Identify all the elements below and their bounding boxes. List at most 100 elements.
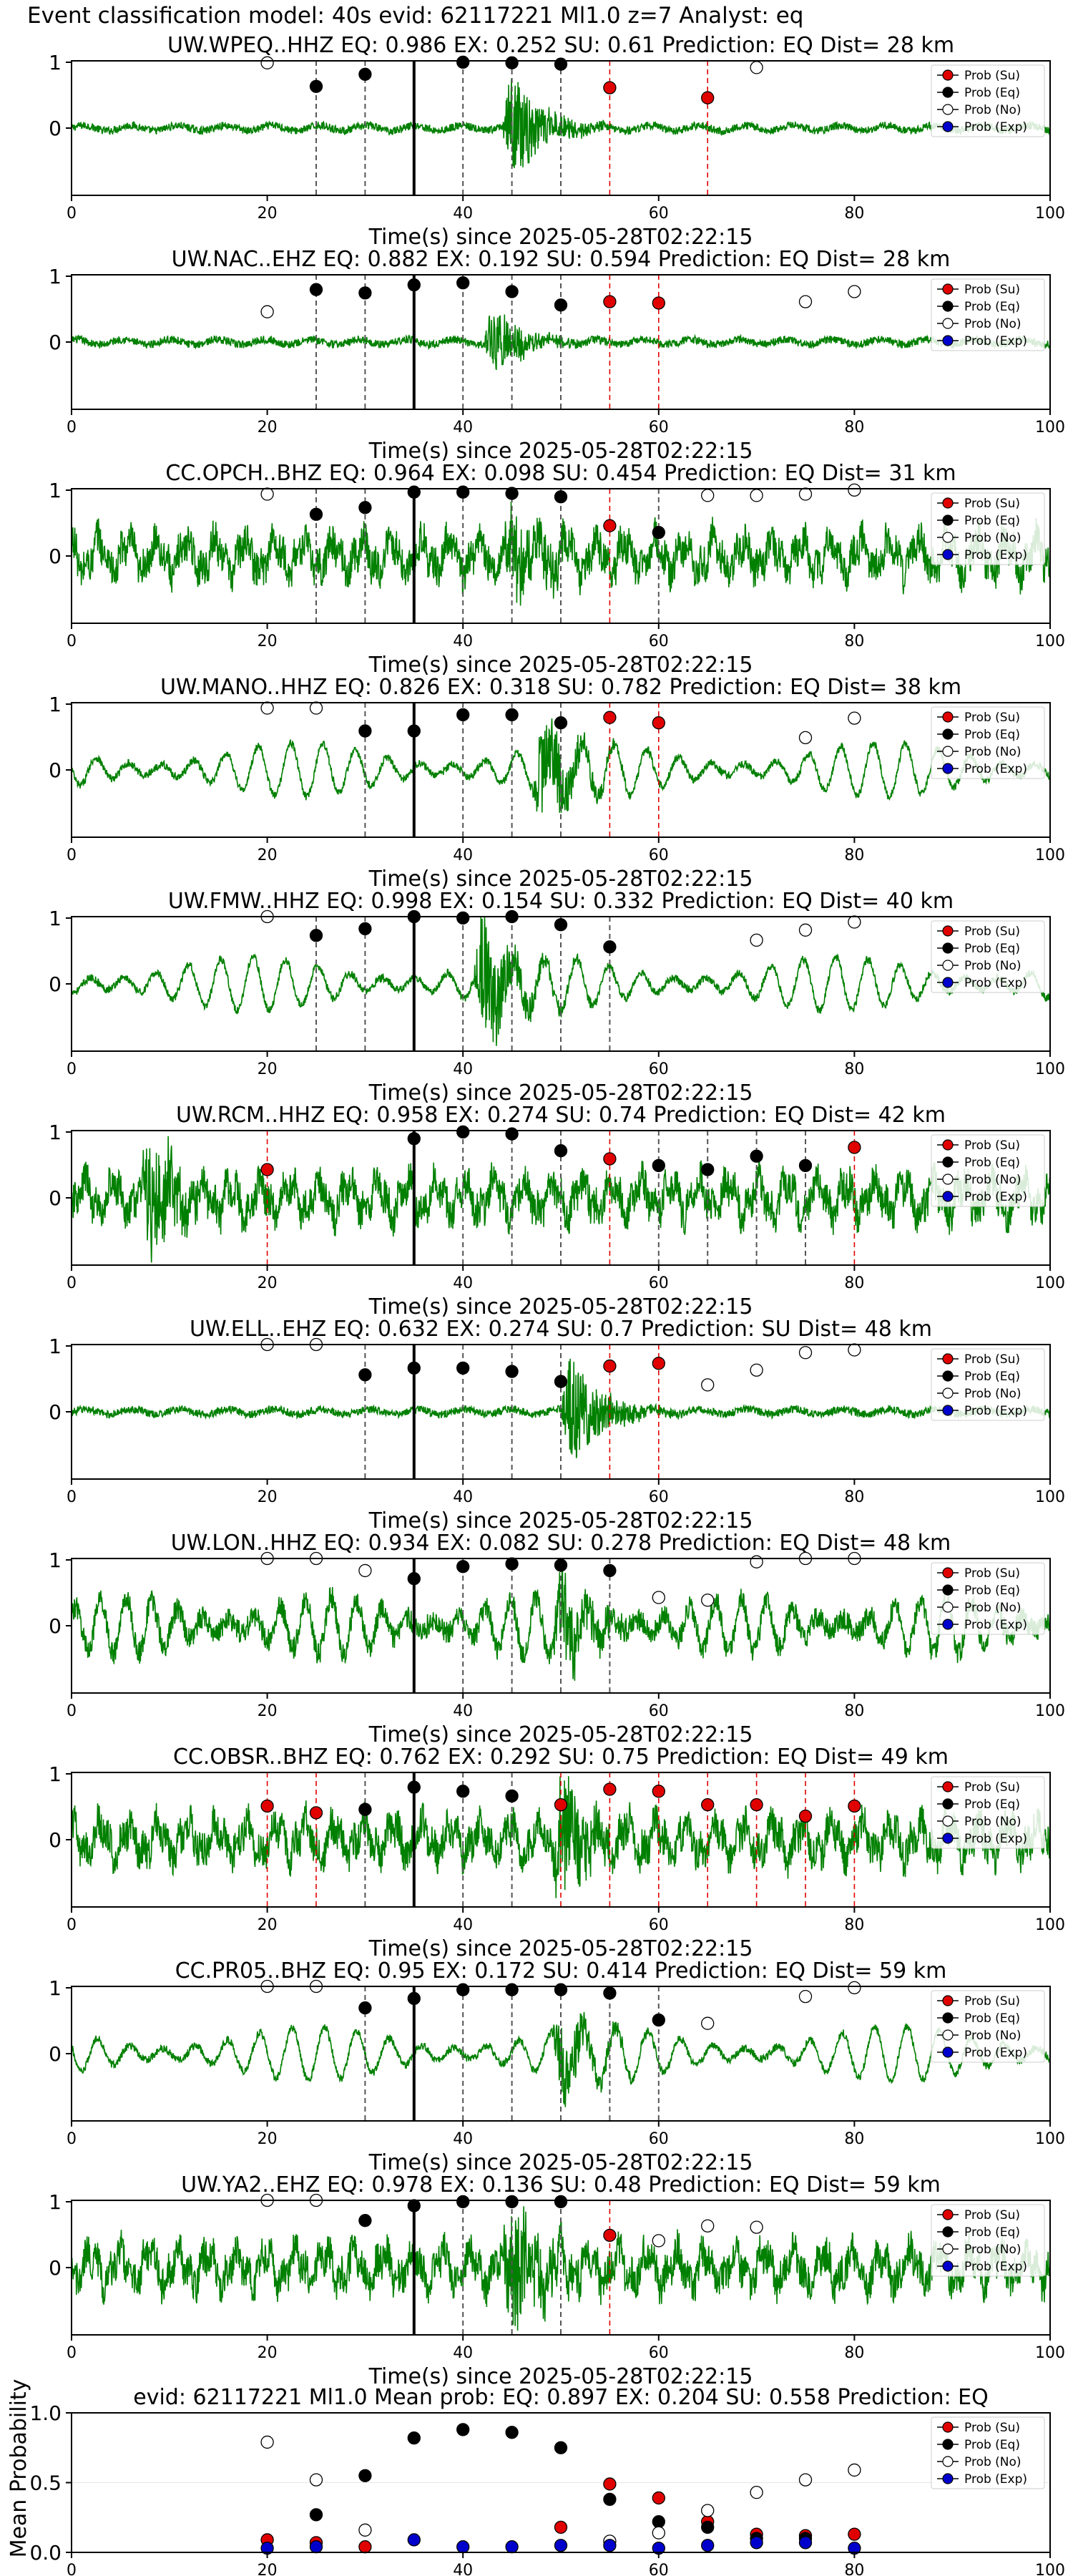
- x-axis-label: Time(s) since 2025-05-28T02:22:15: [368, 2150, 753, 2175]
- prob-marker: [798, 487, 813, 501]
- legend-label: Prob (No): [964, 745, 1021, 759]
- prob-marker: [603, 2539, 617, 2552]
- x-tick-label: 60: [649, 1916, 669, 1934]
- prob-marker: [505, 56, 519, 69]
- x-axis-label: Time(s) since 2025-05-28T02:22:15: [368, 1080, 753, 1106]
- prob-marker: [505, 487, 519, 500]
- x-tick-label: 60: [649, 1060, 669, 1078]
- legend-label: Prob (Eq): [964, 300, 1020, 314]
- waveform-trace: [71, 916, 1051, 1046]
- x-tick-label: 40: [453, 205, 473, 223]
- legend-label: Prob (Exp): [964, 120, 1027, 135]
- legend-marker: [942, 1191, 954, 1202]
- legend-label: Prob (No): [964, 2455, 1021, 2469]
- prob-marker: [554, 1144, 568, 1158]
- x-tick-label: 80: [844, 1916, 864, 1934]
- legend-marker: [942, 711, 954, 723]
- prob-marker: [798, 1989, 813, 2004]
- legend-label: Prob (Eq): [964, 728, 1020, 742]
- legend-label: Prob (Exp): [964, 2472, 1027, 2487]
- legend-box: [931, 1134, 1045, 1207]
- legend-box: [931, 278, 1045, 351]
- prob-marker: [505, 708, 519, 722]
- x-tick-label: 80: [844, 2344, 864, 2362]
- x-tick-label: 20: [258, 1702, 278, 1720]
- legend-marker: [942, 977, 954, 988]
- x-tick-label: 40: [453, 633, 473, 650]
- x-tick-label: 100: [1035, 1060, 1065, 1078]
- y-tick-label: 0: [49, 758, 62, 782]
- legend-marker: [942, 1815, 954, 1827]
- station-panel: UW.YA2..EHZ EQ: 0.978 EX: 0.136 SU: 0.48…: [49, 2172, 1065, 2389]
- prob-marker: [603, 2492, 617, 2507]
- x-tick-label: 20: [258, 2562, 278, 2576]
- legend-box: [931, 920, 1045, 993]
- prob-marker: [701, 1594, 715, 1607]
- legend-marker: [942, 121, 954, 132]
- legend-label: Prob (Eq): [964, 514, 1020, 528]
- prob-marker: [701, 2219, 715, 2233]
- prob-marker: [456, 911, 470, 925]
- legend-label: Prob (Eq): [964, 2438, 1020, 2452]
- y-tick-label: 0: [49, 1614, 62, 1638]
- legend-label: Prob (Su): [964, 2421, 1020, 2435]
- prob-marker: [358, 1368, 372, 1382]
- legend-box: [931, 1776, 1045, 1849]
- legend-label: Prob (Eq): [964, 1584, 1020, 1598]
- x-tick-label: 60: [649, 205, 669, 223]
- prob-marker: [798, 295, 813, 308]
- legend-marker: [942, 2456, 954, 2467]
- x-axis-label: Time(s) since 2025-05-28T02:22:15: [368, 1936, 753, 1961]
- prob-marker: [358, 922, 372, 936]
- y-tick-label: 0: [49, 1186, 62, 1210]
- x-tick-label: 80: [844, 1488, 864, 1506]
- prob-marker: [701, 2016, 715, 2030]
- legend-label: Prob (No): [964, 1601, 1021, 1615]
- prob-marker: [456, 1560, 470, 1574]
- prob-marker: [309, 283, 323, 296]
- legend-label: Prob (Exp): [964, 1832, 1027, 1846]
- prob-marker: [456, 1983, 470, 1996]
- prob-marker: [505, 285, 519, 298]
- legend-box: [931, 1348, 1045, 1421]
- legend-marker: [942, 335, 954, 346]
- legend-marker: [942, 1567, 954, 1579]
- panel-title: UW.RCM..HHZ EQ: 0.958 EX: 0.274 SU: 0.74…: [176, 1103, 946, 1128]
- legend-marker: [942, 497, 954, 509]
- prob-marker: [407, 1361, 421, 1375]
- x-tick-label: 0: [67, 847, 77, 864]
- prob-marker: [260, 701, 274, 715]
- prob-marker: [848, 285, 861, 298]
- prob-marker: [358, 724, 372, 738]
- prob-marker: [798, 1809, 813, 1823]
- prob-marker: [750, 489, 763, 502]
- panel-title: UW.NAC..EHZ EQ: 0.882 EX: 0.192 SU: 0.59…: [172, 247, 951, 272]
- x-tick-label: 0: [67, 1060, 77, 1078]
- prob-marker: [505, 2540, 519, 2554]
- legend-label: Prob (Su): [964, 497, 1020, 511]
- prob-marker: [554, 2441, 568, 2454]
- legend-marker: [942, 87, 954, 98]
- prob-marker: [603, 1986, 617, 2000]
- prob-marker: [701, 2520, 715, 2534]
- waveform-trace: [71, 1358, 1051, 1458]
- prob-marker: [603, 711, 617, 724]
- legend-marker: [942, 2012, 954, 2024]
- prob-marker: [848, 1343, 861, 1357]
- legend-marker: [942, 1781, 954, 1792]
- legend-marker: [942, 1619, 954, 1630]
- y-tick-label: 1: [49, 1548, 62, 1572]
- x-tick-label: 80: [844, 205, 864, 223]
- legend-marker: [942, 2473, 954, 2484]
- waveform-trace: [71, 314, 1051, 371]
- panel-title: UW.LON..HHZ EQ: 0.934 EX: 0.082 SU: 0.27…: [171, 1531, 951, 1556]
- x-tick-label: 80: [844, 1274, 864, 1292]
- prob-marker: [260, 1163, 274, 1176]
- prob-marker: [554, 716, 568, 730]
- prob-marker: [652, 2526, 665, 2540]
- prob-marker: [456, 1125, 470, 1139]
- prob-marker: [798, 2473, 813, 2487]
- x-tick-label: 0: [67, 419, 77, 436]
- prob-marker: [456, 2195, 470, 2209]
- station-panel: UW.NAC..EHZ EQ: 0.882 EX: 0.192 SU: 0.59…: [49, 247, 1065, 464]
